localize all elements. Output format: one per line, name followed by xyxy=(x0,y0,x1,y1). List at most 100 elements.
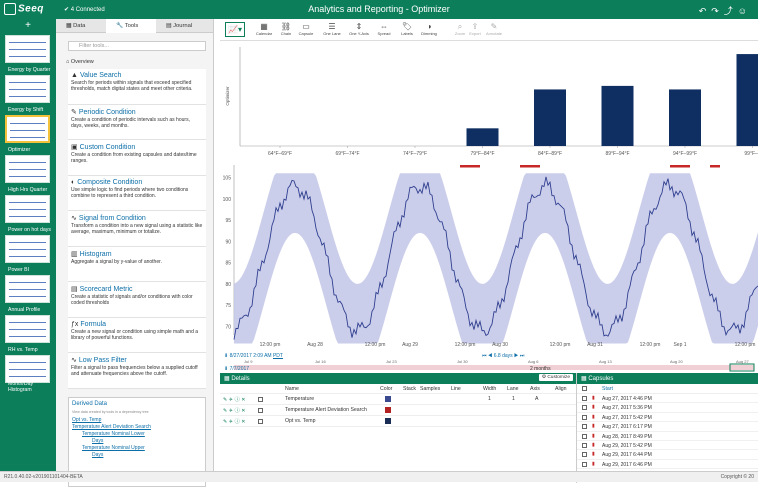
worksheet-item[interactable]: Annual Profile xyxy=(2,273,54,313)
capsule-checkbox[interactable] xyxy=(582,415,587,420)
toolbar-labels-button[interactable]: 🏷Labels xyxy=(395,22,419,36)
worksheet-item[interactable]: Energy by Shift xyxy=(2,73,54,113)
undo-icon[interactable]: ↶ xyxy=(699,6,712,16)
row-color-swatch[interactable] xyxy=(385,396,391,402)
derived-row[interactable]: Temperature Nominal Upper xyxy=(72,444,202,451)
capsule-checkbox[interactable] xyxy=(582,452,587,457)
details-column-header[interactable]: Stack xyxy=(403,386,416,392)
toolbar-annotate-button[interactable]: ✎Annotate xyxy=(482,22,506,36)
worksheet-item[interactable]: Optimizer xyxy=(2,113,54,153)
row-action-icons[interactable]: ✎ ✈ ⓘ ✕ xyxy=(223,396,246,403)
histogram-bar[interactable] xyxy=(534,89,566,146)
customize-button[interactable]: ⚙ Customize xyxy=(539,374,573,381)
capsule-row[interactable]: ▮Aug 29, 2017 6:46 PM xyxy=(577,460,758,469)
row-lane[interactable]: 1 xyxy=(512,396,515,402)
tab-journal[interactable]: ▤ Journal xyxy=(156,19,206,33)
toolbar-one-y-axis-button[interactable]: ⇕One Y-Axis xyxy=(347,22,371,36)
capsule-row[interactable]: ▮Aug 27, 2017 4:46 PM xyxy=(577,394,758,403)
worksheet-item[interactable]: Energy by Quarter xyxy=(2,33,54,73)
row-color-swatch[interactable] xyxy=(385,418,391,424)
row-action-icons[interactable]: ✎ ✈ ⓘ ✕ xyxy=(223,407,246,414)
capsule-marker[interactable] xyxy=(710,165,720,168)
capsule-row[interactable]: ▮Aug 27, 2017 5:36 PM xyxy=(577,403,758,412)
add-worksheet-icon[interactable]: + xyxy=(0,19,56,33)
derived-row[interactable]: Temperature Alert Deviation Search xyxy=(72,423,202,430)
details-row[interactable]: ✎ ✈ ⓘ ✕Temperature Alert Deviation Searc… xyxy=(220,405,576,416)
derived-row[interactable]: Opt vs. Temp xyxy=(72,416,202,423)
capsule-row[interactable]: ▮Aug 29, 2017 6:44 PM xyxy=(577,450,758,459)
details-column-header[interactable]: Lane xyxy=(507,386,519,392)
histogram-bar[interactable] xyxy=(669,89,701,146)
details-column-header[interactable]: Width xyxy=(483,386,496,392)
capsule-checkbox[interactable] xyxy=(582,462,587,467)
capsule-checkbox[interactable] xyxy=(582,396,587,401)
toolbar-dimming-button[interactable]: ◑Dimming xyxy=(417,22,441,36)
worksheet-item[interactable]: Power on hot days xyxy=(2,193,54,233)
start-column[interactable]: Start xyxy=(602,386,613,392)
details-column-header[interactable]: Color xyxy=(380,386,392,392)
details-column-header[interactable]: Align xyxy=(555,386,567,392)
details-column-header[interactable]: Name xyxy=(285,386,299,392)
users-icon[interactable]: ☺ xyxy=(738,6,752,16)
row-action-icons[interactable]: ✎ ✈ ⓘ ✕ xyxy=(223,418,246,425)
capsule-checkbox[interactable] xyxy=(582,405,587,410)
histogram-bar[interactable] xyxy=(467,128,499,146)
details-column-header[interactable]: Line xyxy=(451,386,461,392)
worksheet-item[interactable]: High Hrs Quarter xyxy=(2,153,54,193)
worksheet-item[interactable]: Month/Day Histogram xyxy=(2,353,54,393)
filter-tools-input[interactable]: Filter tools... xyxy=(68,41,206,51)
view-selector-button[interactable]: 📈▾ xyxy=(225,22,245,37)
derived-row[interactable]: Days xyxy=(72,451,202,458)
histogram-bar[interactable] xyxy=(737,54,758,146)
capsule-checkbox[interactable] xyxy=(582,434,587,439)
toolbar-capsule-button[interactable]: ▭Capsule xyxy=(294,22,318,36)
row-color-swatch[interactable] xyxy=(385,407,391,413)
row-axis[interactable]: A xyxy=(535,396,538,402)
derived-row[interactable]: Days xyxy=(72,437,202,444)
derived-row[interactable]: Temperature Nominal Lower xyxy=(72,430,202,437)
tab-data[interactable]: ▦ Data xyxy=(56,19,106,33)
details-row[interactable]: ✎ ✈ ⓘ ✕Opt vs. Temp xyxy=(220,416,576,427)
details-column-header[interactable]: Samples xyxy=(420,386,440,392)
capsule-row[interactable]: ▮Aug 27, 2017 5:42 PM xyxy=(577,413,758,422)
capsule-marker[interactable] xyxy=(460,165,480,168)
row-width[interactable]: 1 xyxy=(488,396,491,402)
row-checkbox[interactable] xyxy=(258,419,263,424)
capsule-checkbox[interactable] xyxy=(582,443,587,448)
histogram-bar[interactable] xyxy=(602,86,634,146)
row-checkbox[interactable] xyxy=(258,397,263,402)
range-start[interactable]: ⬇ 7/7/2017 xyxy=(224,366,249,372)
worksheet-item[interactable]: RH vs. Temp xyxy=(2,313,54,353)
toolbar-spread-button[interactable]: ⇔Spread xyxy=(372,22,396,36)
capsule-row[interactable]: ▮Aug 28, 2017 8:49 PM xyxy=(577,432,758,441)
tool-title-text: Signal from Condition xyxy=(79,215,146,222)
row-checkbox[interactable] xyxy=(258,408,263,413)
capsule-marker[interactable] xyxy=(670,165,690,168)
redo-icon[interactable]: ↷ xyxy=(711,6,724,16)
worksheet-item[interactable]: Power BI xyxy=(2,233,54,273)
toolbar-calendar-button[interactable]: ▦Calendar xyxy=(252,22,276,36)
customize-label: Customize xyxy=(547,375,570,380)
overview-link[interactable]: ⌂ Overview xyxy=(66,59,94,65)
capsule-checkbox[interactable] xyxy=(582,424,587,429)
select-all-checkbox[interactable] xyxy=(582,386,587,391)
toolbar-one-lane-button[interactable]: ☰One Lane xyxy=(320,22,344,36)
details-column-header[interactable]: Axis xyxy=(530,386,540,392)
capsule-marker[interactable] xyxy=(520,165,540,168)
thumbnail-line xyxy=(9,282,46,283)
tab-tools[interactable]: 🔧 Tools xyxy=(106,19,156,33)
share-icon[interactable]: ⤴ xyxy=(724,6,738,16)
capsule-row[interactable]: ▮Aug 29, 2017 5:42 PM xyxy=(577,441,758,450)
capsule-row[interactable]: ▮Aug 27, 2017 6:17 PM xyxy=(577,422,758,431)
